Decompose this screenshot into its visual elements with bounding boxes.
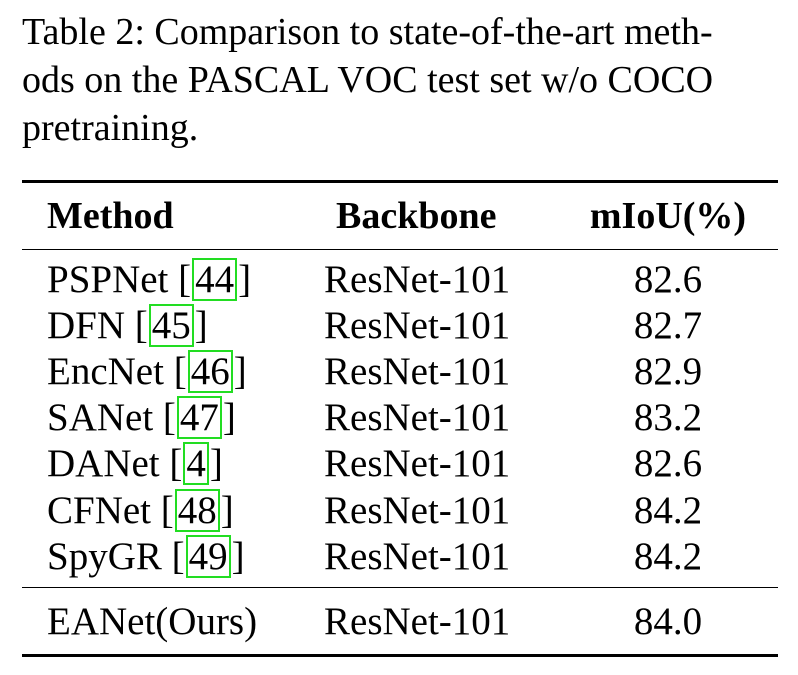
comparison-table: Method Backbone mIoU(%) PSPNet [44] ResN…	[22, 180, 778, 658]
ours-rule	[22, 587, 778, 589]
table-row: DANet [4] ResNet-101 82.6	[22, 441, 778, 487]
method-name: DFN	[47, 303, 126, 347]
table-row-ours: EANet(Ours) ResNet-101 84.0	[22, 588, 778, 654]
miou-cell: 82.6	[633, 442, 703, 486]
header-method: Method	[47, 195, 174, 237]
method-cell: DANet [4]	[47, 442, 223, 486]
citation-link[interactable]: 47	[176, 396, 222, 440]
miou-cell: 84.2	[633, 488, 703, 532]
table-row: CFNet [48] ResNet-101 84.2	[22, 487, 778, 533]
backbone-cell: ResNet-101	[324, 599, 511, 643]
citation-link[interactable]: 46	[187, 349, 233, 393]
miou-cell: 82.9	[633, 349, 703, 393]
method-name: DANet	[47, 442, 160, 486]
citation-link[interactable]: 48	[174, 488, 220, 532]
method-name: SANet	[47, 396, 154, 440]
method-name: CFNet	[47, 488, 152, 532]
miou-cell: 84.2	[633, 534, 703, 578]
table-body: PSPNet [44] ResNet-101 82.6 DFN [45] Res…	[22, 250, 778, 587]
method-cell: EANet(Ours)	[47, 599, 258, 643]
table-row: SpyGR [49] ResNet-101 84.2	[22, 533, 778, 579]
method-name: PSPNet	[47, 257, 169, 301]
method-name: EncNet	[47, 349, 164, 393]
miou-cell: 83.2	[633, 396, 703, 440]
header-rule	[22, 249, 778, 250]
citation-link[interactable]: 4	[183, 442, 209, 486]
backbone-cell: ResNet-101	[324, 349, 511, 393]
backbone-cell: ResNet-101	[324, 257, 511, 301]
citation-link[interactable]: 44	[192, 257, 238, 301]
backbone-cell: ResNet-101	[324, 488, 511, 532]
caption-line-3: pretraining.	[22, 107, 199, 149]
method-cell: SpyGR [49]	[47, 534, 245, 578]
table-row: EncNet [46] ResNet-101 82.9	[22, 348, 778, 394]
table-row: SANet [47] ResNet-101 83.2	[22, 395, 778, 441]
method-cell: EncNet [46]	[47, 349, 247, 393]
bottom-rule	[22, 654, 778, 658]
backbone-cell: ResNet-101	[324, 442, 511, 486]
method-cell: PSPNet [44]	[47, 257, 252, 301]
backbone-cell: ResNet-101	[324, 534, 511, 578]
backbone-cell: ResNet-101	[324, 396, 511, 440]
miou-cell: 82.7	[633, 303, 703, 347]
table-row: DFN [45] ResNet-101 82.7	[22, 302, 778, 348]
miou-cell: 82.6	[633, 257, 703, 301]
table-caption: Table 2: Comparison to state-of-the-art …	[22, 8, 782, 152]
table-header-row: Method Backbone mIoU(%)	[22, 183, 778, 249]
miou-cell: 84.0	[633, 599, 703, 643]
caption-line-1: Table 2: Comparison to state-of-the-art …	[22, 11, 713, 53]
method-name: SpyGR	[47, 534, 162, 578]
table-row: PSPNet [44] ResNet-101 82.6	[22, 256, 778, 302]
method-cell: CFNet [48]	[47, 488, 234, 532]
backbone-cell: ResNet-101	[324, 303, 511, 347]
caption-line-2: ods on the PASCAL VOC test set w/o COCO	[22, 59, 714, 101]
citation-link[interactable]: 49	[185, 534, 231, 578]
header-miou: mIoU(%)	[589, 195, 747, 237]
method-cell: DFN [45]	[47, 303, 208, 347]
method-cell: SANet [47]	[47, 396, 236, 440]
top-rule	[22, 180, 778, 183]
citation-link[interactable]: 45	[148, 303, 194, 347]
header-backbone: Backbone	[336, 195, 497, 237]
